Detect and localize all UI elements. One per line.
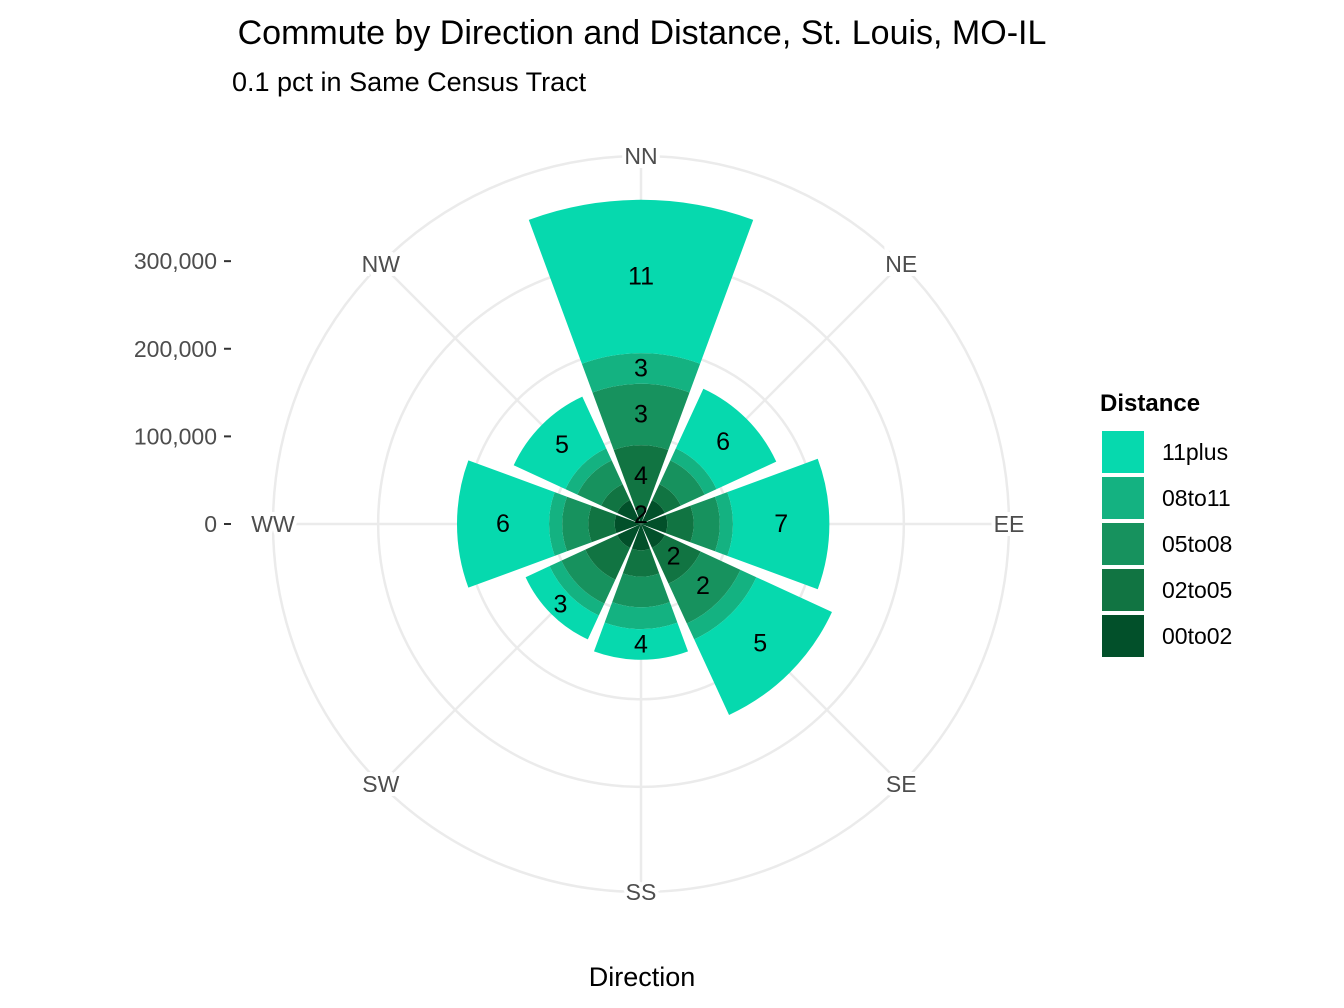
wedge-sw-11plus <box>525 566 599 640</box>
wedge-ww-00to02 <box>614 514 641 534</box>
segment-label-nw-11plus: 5 <box>555 431 569 459</box>
legend-label-02to05: 02to05 <box>1162 577 1232 603</box>
wedge-ss-02to05 <box>622 548 660 577</box>
segment-label-se-05to08: 2 <box>696 572 710 600</box>
wedge-ww-11plus <box>457 460 555 588</box>
segment-label-nn-00to02: 2 <box>634 501 648 529</box>
legend-label-08to11: 08to11 <box>1162 485 1231 511</box>
wedge-ss-05to08 <box>612 573 670 608</box>
wedge-ne-11plus <box>675 388 777 490</box>
wedge-nn-08to11 <box>581 353 701 393</box>
segment-label-se-11plus: 5 <box>753 629 767 657</box>
wedge-ee-00to02 <box>641 514 668 534</box>
direction-label-se: SE <box>886 771 917 797</box>
direction-label-ss: SS <box>626 879 657 905</box>
wedge-sw-00to02 <box>617 524 641 548</box>
wedge-nn-05to08 <box>592 383 690 451</box>
wedge-nw-00to02 <box>617 500 641 524</box>
segment-label-sw-11plus: 3 <box>554 591 568 619</box>
legend-label-05to08: 05to08 <box>1162 531 1232 557</box>
legend-swatch-02to05 <box>1102 569 1144 611</box>
wedge-nw-05to08 <box>577 460 623 506</box>
wedge-ss-08to11 <box>604 602 678 630</box>
segment-label-ne-11plus: 6 <box>716 428 730 456</box>
wedge-nw-02to05 <box>601 484 630 513</box>
segment-label-ss-11plus: 4 <box>634 630 648 658</box>
wedge-sw-05to08 <box>561 549 616 604</box>
legend-swatch-08to11 <box>1102 477 1144 519</box>
legend: Distance 11plus 08to11 05to08 02to05 00to02 <box>1100 390 1232 657</box>
wedge-ss-11plus <box>593 622 689 660</box>
y-tick-label: 0 <box>204 511 217 537</box>
wedge-nn-02to05 <box>613 445 669 508</box>
legend-label-11plus: 11plus <box>1162 439 1228 465</box>
wedge-sw-02to05 <box>585 535 630 580</box>
legend-swatch-00to02 <box>1102 615 1144 657</box>
wedge-nn-00to02 <box>634 506 648 524</box>
direction-label-ne: NE <box>885 251 917 277</box>
wedge-ss-00to02 <box>631 524 651 551</box>
segment-label-nn-05to08: 3 <box>634 400 648 428</box>
wedge-ne-00to02 <box>641 500 665 524</box>
wedge-sw-08to11 <box>549 560 605 616</box>
segment-label-se-02to05: 2 <box>667 543 681 571</box>
wedge-se-11plus <box>694 577 832 715</box>
direction-label-sw: SW <box>362 771 399 797</box>
segment-label-ww-11plus: 6 <box>496 510 510 538</box>
wedge-ne-02to05 <box>652 484 681 513</box>
wedge-se-02to05 <box>652 535 701 584</box>
y-tick-label: 300,000 <box>134 248 217 274</box>
wedge-se-05to08 <box>668 551 741 624</box>
wedge-nn-11plus <box>528 199 754 364</box>
legend-title: Distance <box>1100 390 1200 417</box>
grid-ring-4 <box>271 154 1011 894</box>
wedge-nw-11plus <box>513 396 607 490</box>
wedge-ne-05to08 <box>659 460 705 506</box>
direction-label-nw: NW <box>362 251 401 277</box>
x-axis-label: Direction <box>589 962 696 992</box>
legend-swatch-11plus <box>1102 431 1144 473</box>
wedge-ee-08to11 <box>714 492 734 556</box>
y-tick-label: 200,000 <box>134 336 217 362</box>
segment-label-ee-11plus: 7 <box>774 510 788 538</box>
direction-labels: NN NE EE SE SS SW WW NW <box>247 139 1028 909</box>
wedge-ww-02to05 <box>588 505 617 543</box>
direction-label-ww: WW <box>251 511 295 537</box>
wedge-ww-08to11 <box>549 492 568 556</box>
segment-label-nn-11plus: 11 <box>628 262 654 290</box>
wedge-se-08to11 <box>686 569 757 640</box>
legend-swatch-05to08 <box>1102 523 1144 565</box>
wedge-ee-02to05 <box>665 505 694 543</box>
direction-label-ee: EE <box>994 511 1025 537</box>
segment-label-nn-08to11: 3 <box>634 354 648 382</box>
wedge-se-00to02 <box>641 524 665 548</box>
y-tick-label: 100,000 <box>134 423 217 449</box>
wedge-nw-08to11 <box>565 448 612 495</box>
wedge-ww-05to08 <box>562 496 592 552</box>
chart-title: Commute by Direction and Distance, St. L… <box>238 14 1047 52</box>
legend-label-00to02: 00to02 <box>1162 623 1232 649</box>
segment-label-nn-02to05: 4 <box>634 462 648 490</box>
wedge-ee-11plus <box>727 458 830 590</box>
wedge-ee-05to08 <box>690 496 720 552</box>
wedge-ne-08to11 <box>670 448 717 495</box>
y-axis: 0 100,000 200,000 300,000 <box>134 248 231 537</box>
stacked-wedges <box>457 199 832 715</box>
direction-label-nn: NN <box>624 143 657 169</box>
chart-subtitle: 0.1 pct in Same Census Tract <box>232 67 587 97</box>
